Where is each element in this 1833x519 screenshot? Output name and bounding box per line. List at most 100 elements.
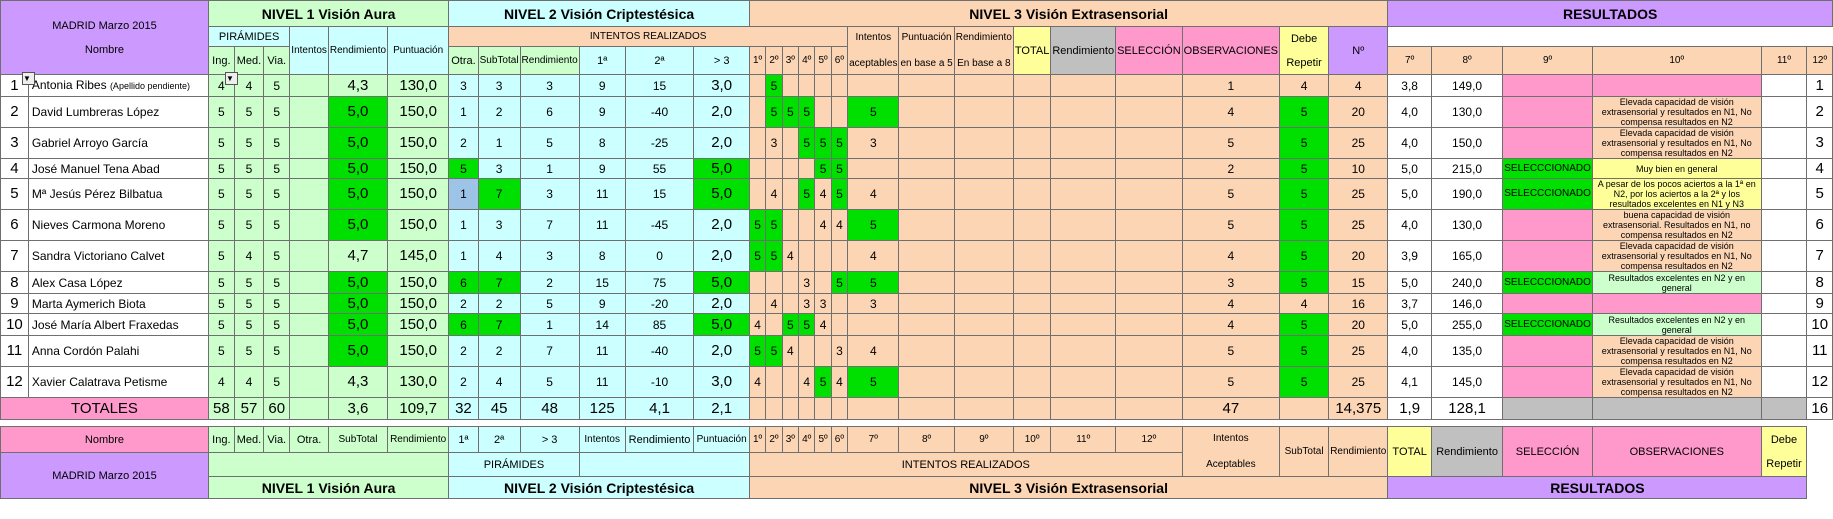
totals-base8-cell[interactable]: 14,375 (1328, 397, 1389, 420)
total-cell[interactable]: 4,0 (1387, 335, 1432, 367)
piramide-3-cell[interactable]: 7 (519, 335, 580, 367)
intento-cell[interactable]: 4 (830, 209, 849, 241)
intento-cell[interactable] (953, 293, 1014, 314)
intento-cell[interactable] (1012, 178, 1052, 210)
ing-cell[interactable]: 4 (207, 366, 235, 398)
med-cell[interactable]: 5 (233, 335, 265, 367)
row-number[interactable]: 1 (0, 74, 29, 97)
subtotal-cell[interactable]: 5,0 (327, 271, 389, 294)
via-cell[interactable]: 5 (263, 293, 291, 314)
intento-cell[interactable] (953, 158, 1014, 179)
subtotal-cell[interactable]: 5,0 (327, 313, 389, 336)
via-cell[interactable]: 5 (263, 313, 291, 336)
rendimiento-total-cell[interactable]: 165,0 (1430, 240, 1504, 272)
totals-subtotal-cell[interactable]: 3,6 (327, 397, 389, 420)
observaciones-cell[interactable]: Muy bien en general (1592, 158, 1762, 179)
intentos-aceptables-cell[interactable]: 4 (1181, 313, 1281, 336)
intento-cell[interactable] (898, 271, 955, 294)
piramide-1-cell[interactable]: 2 (448, 335, 479, 367)
intento-cell[interactable]: 5 (798, 127, 816, 159)
intento-cell[interactable] (1050, 127, 1117, 159)
total-cell[interactable]: 4,0 (1387, 209, 1432, 241)
rendimiento-total-cell[interactable]: 145,0 (1430, 366, 1504, 398)
row-number-right[interactable]: 3 (1806, 127, 1833, 159)
intento-cell[interactable] (765, 158, 783, 179)
med-cell[interactable]: 5 (233, 271, 265, 294)
piramide-3-cell[interactable]: 5 (519, 127, 580, 159)
seleccion-cell[interactable] (1502, 209, 1593, 241)
intento-cell[interactable] (1050, 293, 1117, 314)
rendimiento-n2-cell[interactable]: 0 (624, 240, 695, 272)
rendimiento-n2-cell[interactable]: -40 (624, 335, 695, 367)
via-cell[interactable]: 5 (263, 271, 291, 294)
observaciones-cell[interactable]: Elevada capacidad de visión extrasensori… (1592, 96, 1762, 128)
otra-cell[interactable] (289, 209, 329, 241)
totals-piramide-3-cell[interactable]: 48 (519, 397, 580, 420)
intento-cell[interactable] (748, 74, 767, 97)
rendimiento-base8-cell[interactable]: 20 (1328, 240, 1389, 272)
med-cell[interactable]: 5 (233, 313, 265, 336)
ing-cell[interactable]: 5 (207, 313, 235, 336)
intento-cell[interactable] (830, 293, 849, 314)
puntuacion-cell[interactable]: 2,0 (693, 96, 750, 128)
intento-cell[interactable] (1012, 293, 1052, 314)
participant-name-cell[interactable]: Gabriel Arroyo García (27, 127, 209, 159)
row-number-right[interactable]: 12 (1806, 366, 1833, 398)
med-cell[interactable]: 5 (233, 293, 265, 314)
intento-cell[interactable] (847, 313, 900, 336)
puntuacion-cell[interactable]: 3,0 (693, 74, 750, 97)
med-cell[interactable]: 5 (233, 178, 265, 210)
intento-cell[interactable] (1050, 74, 1117, 97)
intento-cell[interactable] (953, 96, 1014, 128)
intento-cell[interactable]: 5 (798, 96, 816, 128)
intento-cell[interactable]: 5 (765, 74, 783, 97)
otra-cell[interactable] (289, 74, 329, 97)
intento-cell[interactable] (953, 335, 1014, 367)
intento-cell[interactable] (798, 240, 816, 272)
intento-cell[interactable] (1050, 271, 1117, 294)
subtotal-cell[interactable]: 5,0 (327, 293, 389, 314)
intento-cell[interactable] (1115, 366, 1183, 398)
intento-cell[interactable] (814, 240, 832, 272)
ing-cell[interactable]: 5 (207, 96, 235, 128)
piramide-1-cell[interactable]: 2 (448, 127, 479, 159)
intento-cell[interactable] (748, 178, 767, 210)
rendimiento-n1-cell[interactable]: 130,0 (387, 74, 450, 97)
puntuacion-base5-cell[interactable]: 5 (1279, 335, 1330, 367)
otra-cell[interactable] (289, 240, 329, 272)
intento-cell[interactable] (1115, 271, 1183, 294)
observaciones-cell[interactable]: buena capacidad de visión extrasensorial… (1592, 209, 1762, 241)
participant-name-cell[interactable]: Sandra Victoriano Calvet (27, 240, 209, 272)
debe-repetir-cell[interactable] (1760, 271, 1808, 294)
participant-name-cell[interactable]: Antonia Ribes (Apellido pendiente) (27, 74, 209, 97)
totals-intento-cell[interactable] (765, 397, 783, 420)
piramide-2-cell[interactable]: 2 (477, 293, 521, 314)
subtotal-cell[interactable]: 5,0 (327, 209, 389, 241)
row-number-right[interactable]: 10 (1806, 313, 1833, 336)
med-cell[interactable]: 4 (233, 366, 265, 398)
intento-cell[interactable] (781, 127, 800, 159)
totals-med-cell[interactable]: 57 (233, 397, 265, 420)
intento-cell[interactable] (1012, 335, 1052, 367)
totals-otra-cell[interactable] (289, 397, 329, 420)
puntuacion-base5-cell[interactable]: 5 (1279, 96, 1330, 128)
piramide-2-cell[interactable]: 4 (477, 366, 521, 398)
total-cell[interactable]: 4,1 (1387, 366, 1432, 398)
puntuacion-base5-cell[interactable]: 5 (1279, 240, 1330, 272)
rendimiento-n1-cell[interactable]: 150,0 (387, 209, 450, 241)
rendimiento-n2-cell[interactable]: 15 (624, 74, 695, 97)
debe-repetir-cell[interactable] (1760, 209, 1808, 241)
intentos-aceptables-cell[interactable]: 1 (1181, 74, 1281, 97)
observaciones-cell[interactable] (1592, 293, 1762, 314)
via-cell[interactable]: 5 (263, 366, 291, 398)
puntuacion-cell[interactable]: 2,0 (693, 240, 750, 272)
ing-cell[interactable]: 5 (207, 271, 235, 294)
intento-cell[interactable] (748, 158, 767, 179)
rendimiento-base8-cell[interactable]: 20 (1328, 96, 1389, 128)
intento-cell[interactable] (953, 127, 1014, 159)
intento-cell[interactable] (781, 293, 800, 314)
intento-cell[interactable] (898, 293, 955, 314)
intento-cell[interactable]: 5 (765, 240, 783, 272)
intentos-cell[interactable]: 9 (578, 293, 626, 314)
row-number[interactable]: 6 (0, 209, 29, 241)
